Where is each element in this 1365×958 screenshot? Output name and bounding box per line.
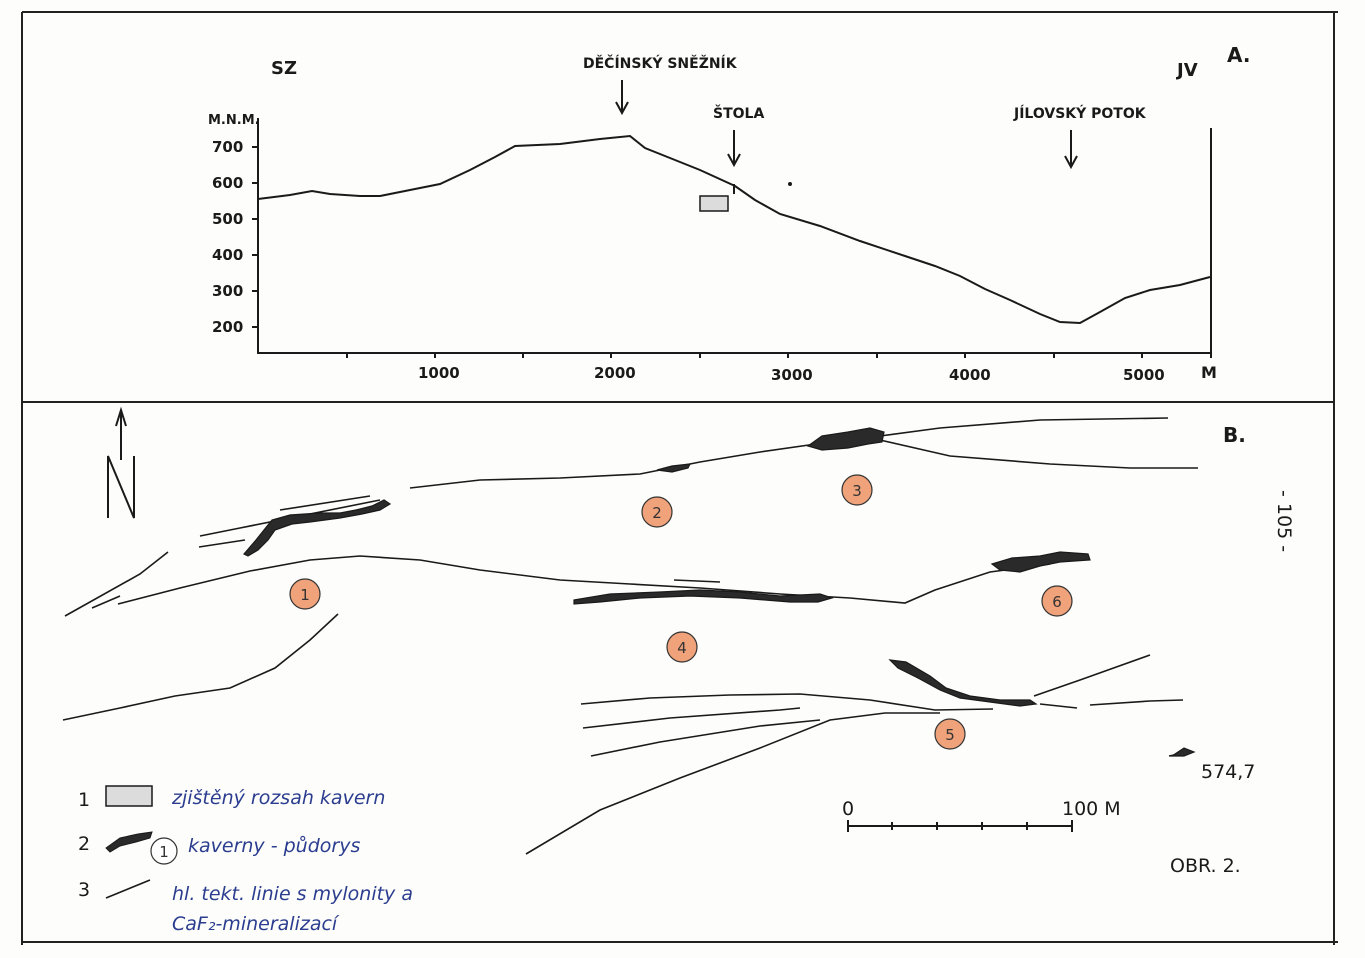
legend-marker-swatch: 1	[150, 837, 178, 865]
page-frame	[21, 11, 1338, 945]
svg-text:6: 6	[1052, 593, 1062, 611]
callout-adit-label: ŠTOLA	[713, 104, 764, 122]
legend-text-2: kaverny - půdorys	[188, 835, 360, 857]
y-tick-500: 500	[212, 210, 243, 228]
svg-text:3: 3	[852, 482, 862, 500]
profile-panel-a: A. SZ JV DĚČÍNSKÝ SNĚŽNÍK ŠTOLA JÍLOVSKÝ…	[208, 43, 1250, 384]
x-tick-3000: 3000	[771, 366, 813, 384]
y-tick-400: 400	[212, 246, 243, 264]
cavern-marker-4: 4	[666, 631, 698, 663]
direction-sz: SZ	[271, 58, 297, 79]
legend-text-1: zjištěný rozsah kavern	[171, 787, 385, 809]
direction-jv: JV	[1175, 60, 1198, 81]
cavern-marker-5: 5	[934, 718, 966, 750]
arrow-peak-icon	[615, 80, 629, 116]
arrow-adit-icon	[727, 130, 741, 168]
cavern-marker-2: 2	[641, 496, 673, 528]
scale-end-label: 100 M	[1062, 798, 1121, 820]
x-tick-2000: 2000	[594, 364, 636, 382]
legend: 1 zjištěný rozsah kavern 2 1 kaverny - p…	[78, 785, 413, 935]
elevation-label: 574,7	[1201, 761, 1255, 783]
plan-panel-b: B. - 105 -	[62, 406, 1295, 877]
callout-stream-label: JÍLOVSKÝ POTOK	[1013, 104, 1147, 122]
scale-bar	[847, 820, 1073, 832]
north-arrow-icon	[107, 406, 135, 519]
legend-text-3b: CaF₂-mineralizací	[172, 913, 340, 935]
cavern-marker-6: 6	[1041, 585, 1073, 617]
svg-text:1: 1	[159, 843, 169, 861]
legend-item-3: 3 hl. tekt. linie s mylonity a CaF₂-mine…	[78, 879, 413, 935]
legend-num-3: 3	[78, 879, 90, 901]
legend-cavern-plan-swatch	[105, 831, 153, 853]
x-axis-unit: M	[1201, 363, 1217, 382]
profile-dot	[788, 182, 792, 186]
y-tick-200: 200	[212, 318, 243, 336]
svg-text:2: 2	[652, 504, 662, 522]
cavern-marker-3: 3	[841, 474, 873, 506]
svg-text:1: 1	[300, 586, 310, 604]
legend-tectonic-line-swatch	[105, 879, 151, 899]
legend-cavern-extent-swatch	[105, 785, 153, 807]
x-tick-5000: 5000	[1123, 366, 1165, 384]
y-tick-600: 600	[212, 174, 243, 192]
figure-id: OBR. 2.	[1170, 855, 1241, 877]
svg-text:4: 4	[677, 639, 687, 657]
cavern-plan-shapes	[243, 427, 1196, 757]
legend-num-2: 2	[78, 833, 90, 855]
svg-text:5: 5	[945, 726, 955, 744]
y-tick-300: 300	[212, 282, 243, 300]
panel-a-label: A.	[1227, 43, 1250, 67]
legend-num-1: 1	[78, 789, 90, 811]
cavern-marker-1: 1	[289, 578, 321, 610]
y-axis	[252, 118, 259, 354]
x-tick-4000: 4000	[949, 366, 991, 384]
scale-start-label: 0	[842, 798, 854, 820]
y-axis-unit: M.N.M.	[208, 113, 260, 128]
legend-item-2: 2 1 kaverny - půdorys	[78, 831, 360, 865]
callout-peak-label: DĚČÍNSKÝ SNĚŽNÍK	[583, 54, 738, 72]
page-number-side: - 105 -	[1273, 490, 1295, 552]
legend-item-1: 1 zjištěný rozsah kavern	[78, 785, 385, 811]
y-tick-700: 700	[212, 138, 243, 156]
panel-b-label: B.	[1223, 423, 1246, 447]
x-axis	[258, 128, 1212, 358]
legend-text-3: hl. tekt. linie s mylonity a	[172, 883, 413, 905]
cavern-extent-box	[699, 195, 729, 212]
arrow-stream-icon	[1064, 130, 1078, 170]
x-tick-1000: 1000	[418, 364, 460, 382]
